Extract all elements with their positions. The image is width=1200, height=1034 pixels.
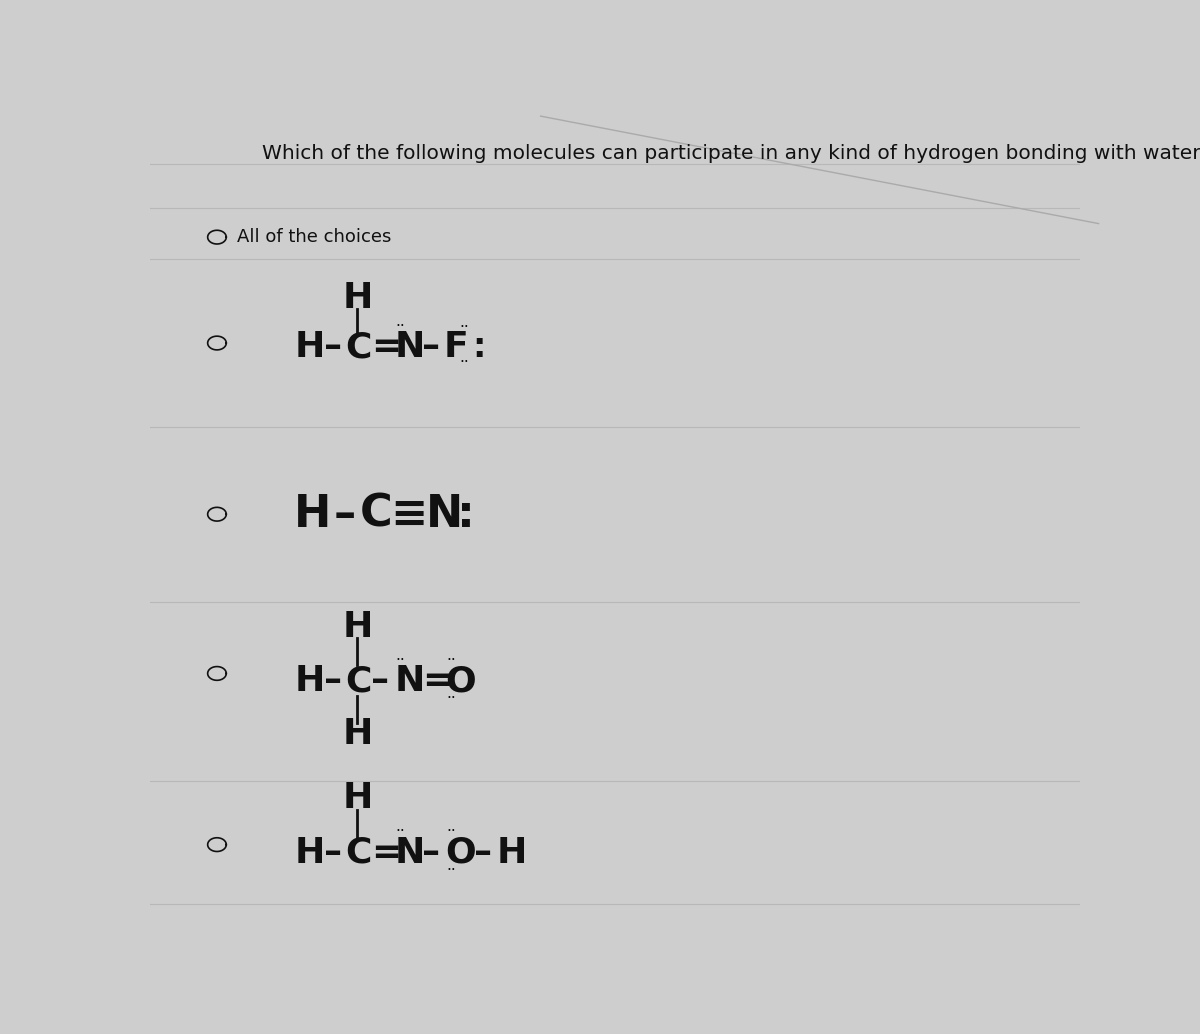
Text: H: H bbox=[342, 610, 372, 644]
Text: C: C bbox=[359, 493, 392, 536]
Text: –: – bbox=[422, 330, 440, 364]
Text: N: N bbox=[395, 665, 425, 698]
Text: :: : bbox=[457, 493, 475, 536]
Text: N: N bbox=[426, 493, 463, 536]
Text: Which of the following molecules can participate in any kind of hydrogen bonding: Which of the following molecules can par… bbox=[262, 144, 1200, 163]
Text: H: H bbox=[342, 717, 372, 751]
Text: –: – bbox=[324, 665, 342, 698]
Text: H: H bbox=[497, 835, 527, 870]
Text: ··: ·· bbox=[395, 824, 406, 840]
Text: O: O bbox=[445, 665, 476, 698]
Text: =: = bbox=[371, 330, 402, 364]
Text: ··: ·· bbox=[446, 824, 456, 840]
Text: –: – bbox=[334, 493, 355, 536]
Text: ··: ·· bbox=[446, 653, 456, 668]
Text: C: C bbox=[346, 835, 372, 870]
Text: H: H bbox=[294, 493, 331, 536]
Text: N: N bbox=[395, 330, 425, 364]
Text: H: H bbox=[342, 782, 372, 816]
Text: C: C bbox=[346, 330, 372, 364]
Text: =: = bbox=[371, 835, 402, 870]
Text: All of the choices: All of the choices bbox=[238, 229, 391, 246]
Text: ··: ·· bbox=[395, 653, 406, 668]
Text: ··: ·· bbox=[460, 356, 469, 370]
Text: C: C bbox=[346, 665, 372, 698]
Text: H: H bbox=[342, 280, 372, 314]
Text: =: = bbox=[422, 665, 452, 698]
Text: ··: ·· bbox=[446, 692, 456, 706]
Text: –: – bbox=[474, 835, 492, 870]
Text: ··: ·· bbox=[446, 862, 456, 878]
Text: N: N bbox=[395, 835, 425, 870]
Text: –: – bbox=[422, 835, 440, 870]
Text: H: H bbox=[294, 665, 324, 698]
Text: H: H bbox=[294, 835, 324, 870]
Text: H: H bbox=[294, 330, 324, 364]
Text: ≡: ≡ bbox=[390, 493, 427, 536]
Text: –: – bbox=[371, 665, 390, 698]
Text: :: : bbox=[472, 331, 485, 364]
Text: O: O bbox=[445, 835, 476, 870]
Text: F: F bbox=[444, 330, 469, 364]
Text: ··: ·· bbox=[460, 321, 469, 335]
Text: ··: ·· bbox=[395, 318, 406, 334]
Text: –: – bbox=[324, 330, 342, 364]
Text: –: – bbox=[324, 835, 342, 870]
